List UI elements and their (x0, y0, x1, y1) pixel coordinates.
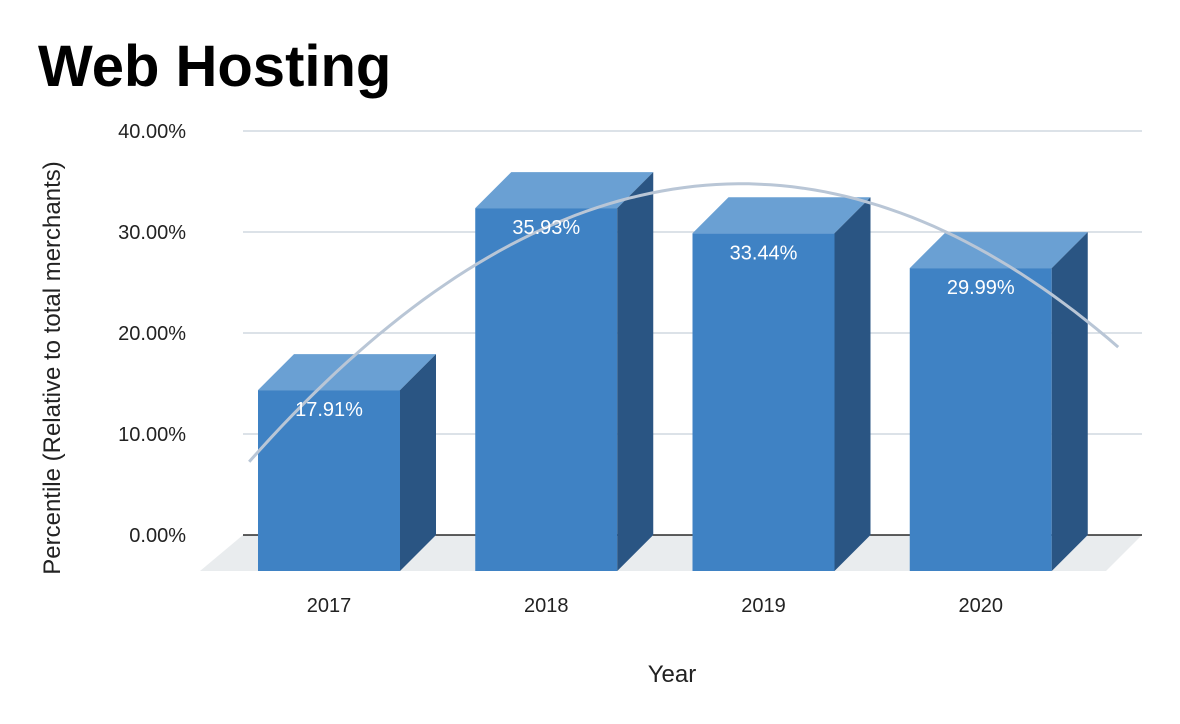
bar-front (475, 208, 618, 571)
x-tick-label: 2018 (524, 595, 569, 617)
y-tick-label: 10.00% (118, 424, 186, 446)
x-tick-label: 2020 (959, 595, 1004, 617)
bar-side (617, 172, 654, 571)
chart-title: Web Hosting (38, 34, 391, 99)
bar (475, 172, 654, 571)
data-label: 33.44% (730, 242, 798, 264)
bar-side (834, 197, 871, 572)
bar-front (258, 390, 400, 571)
trendline-layer (248, 182, 1120, 463)
bar-side (1051, 232, 1088, 571)
bars (258, 172, 1088, 572)
y-tick-label: 0.00% (129, 525, 186, 547)
y-axis-ticks: 0.00% 10.00% 20.00% 30.00% 40.00% (118, 121, 186, 547)
data-label: 35.93% (512, 217, 580, 239)
x-axis-ticks: 2017 2018 2019 2020 (307, 595, 1003, 617)
bar (258, 354, 436, 571)
floor-plane (200, 535, 1142, 571)
bar-side (400, 354, 436, 571)
bar-top (909, 232, 1088, 269)
data-label: 29.99% (947, 277, 1015, 299)
bar-front (692, 233, 835, 572)
bar-top (258, 354, 436, 391)
y-tick-label: 30.00% (118, 222, 186, 244)
x-tick-label: 2019 (741, 595, 786, 617)
x-tick-label: 2017 (307, 595, 352, 617)
x-axis-label: Year (648, 661, 697, 688)
y-axis-label: Percentile (Relative to total merchants) (39, 161, 66, 575)
bar (909, 232, 1088, 571)
trendline (248, 182, 1120, 463)
bar-top (475, 172, 654, 209)
y-tick-label: 20.00% (118, 323, 186, 345)
chart-floor (200, 535, 1142, 571)
data-label: 17.91% (295, 399, 363, 421)
data-labels: 17.91% 35.93% 33.44% 29.99% (295, 217, 1015, 421)
y-tick-label: 40.00% (118, 121, 186, 143)
bar (692, 197, 871, 572)
bar-front (909, 268, 1052, 571)
bar-top (692, 197, 871, 234)
